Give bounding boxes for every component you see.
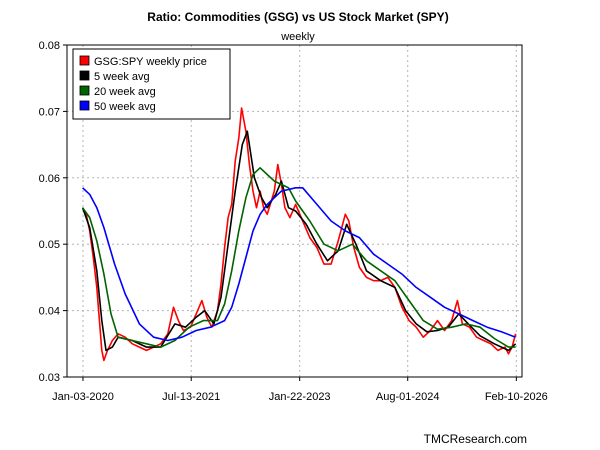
series-line-20-week-avg	[81, 167, 516, 348]
legend-swatch	[79, 55, 90, 66]
plot-frame	[66, 44, 523, 378]
series-line-50-week-avg	[82, 187, 516, 342]
legend-label: GSG:SPY weekly price	[94, 56, 207, 68]
series-line-5-week-avg	[81, 130, 517, 352]
chart-title: Ratio: Commodities (GSG) vs US Stock Mar…	[147, 10, 448, 24]
series-lines	[81, 107, 517, 362]
legend-swatch	[79, 85, 90, 96]
y-tick-label: 0.05	[39, 239, 60, 251]
y-tick-label: 0.06	[39, 173, 60, 185]
y-tick-label: 0.03	[39, 372, 60, 384]
chart-subtitle: weekly	[280, 31, 315, 43]
legend-swatch	[79, 70, 90, 81]
x-tick-label: Aug-01-2024	[376, 391, 440, 403]
x-tick-label: Jan-22-2023	[269, 391, 331, 403]
x-tick-label: Jul-13-2021	[162, 391, 220, 403]
y-tick-label: 0.07	[39, 106, 60, 118]
x-tick-label: Feb-10-2026	[485, 391, 548, 403]
legend-label: 50 week avg	[94, 101, 156, 113]
credit-text: TMCResearch.com	[424, 432, 527, 446]
series-line-gsg-spy-weekly-price	[81, 107, 517, 362]
x-tick-label: Jan-03-2020	[52, 391, 114, 403]
legend-box	[72, 48, 231, 120]
y-tick-label: 0.08	[39, 40, 60, 52]
y-tick-label: 0.04	[39, 306, 60, 318]
legend: GSG:SPY weekly price 5 week avg 20 week av…	[72, 48, 231, 120]
legend-swatch	[79, 100, 90, 111]
x-axis: Jan-03-2020 Jul-13-2021 Jan-22-2023 Aug-01-…	[52, 377, 548, 403]
legend-label: 20 week avg	[94, 86, 156, 98]
legend-label: 5 week avg	[94, 71, 150, 83]
y-axis: 0.03 0.04 0.05 0.06 0.07 0.08	[39, 40, 67, 384]
